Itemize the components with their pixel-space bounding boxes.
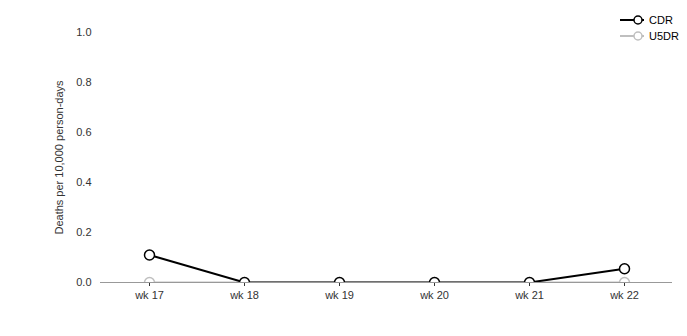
html-text:CDR: CDR — [649, 14, 673, 26]
svg-text:0.2: 0.2 — [76, 226, 91, 238]
svg-text:wk 18: wk 18 — [229, 289, 259, 301]
svg-text:0.8: 0.8 — [76, 76, 91, 88]
svg-text:0.4: 0.4 — [76, 176, 91, 188]
svg-text:Deaths per 10,000 person-days: Deaths per 10,000 person-days — [53, 80, 65, 235]
svg-text:wk 17: wk 17 — [134, 289, 164, 301]
svg-text:wk 20: wk 20 — [419, 289, 449, 301]
svg-text:wk 19: wk 19 — [324, 289, 354, 301]
svg-text:wk 21: wk 21 — [514, 289, 544, 301]
svg-text:1.0: 1.0 — [76, 26, 91, 38]
svg-text:0.0: 0.0 — [76, 276, 91, 288]
html-text:U5DR: U5DR — [649, 30, 679, 42]
svg-text:0.6: 0.6 — [76, 126, 91, 138]
svg-text:wk 22: wk 22 — [609, 289, 639, 301]
